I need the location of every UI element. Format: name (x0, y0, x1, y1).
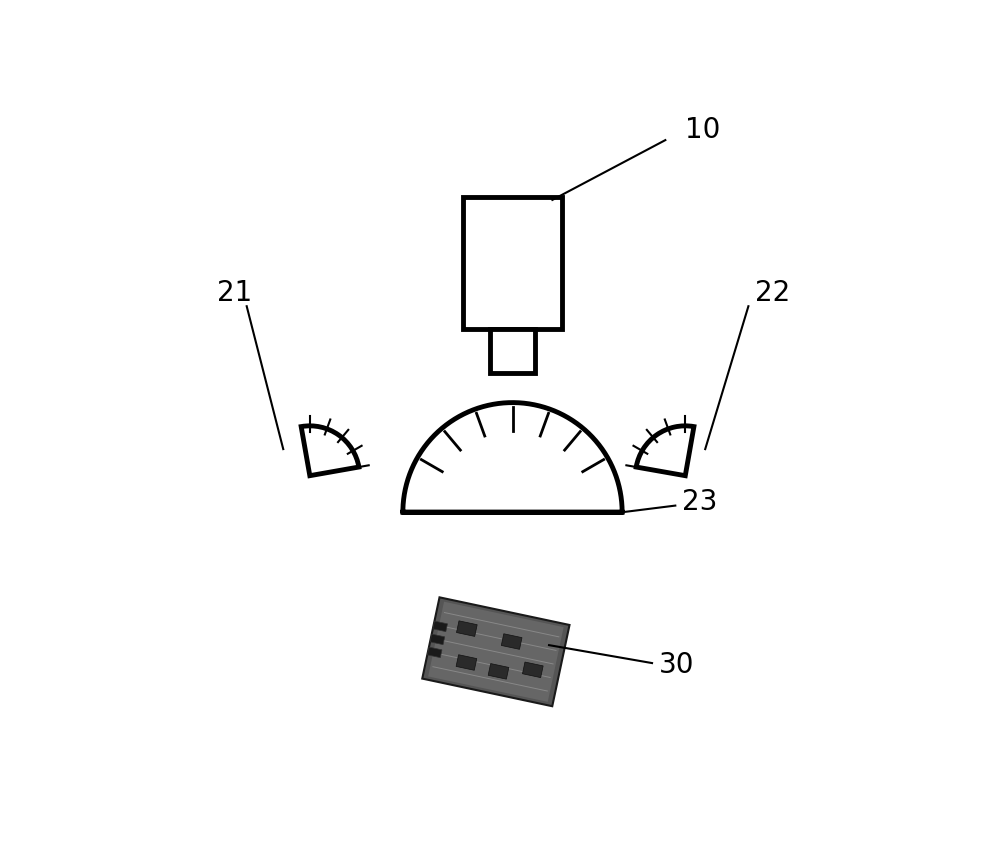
Text: 10: 10 (685, 117, 721, 144)
Polygon shape (456, 655, 477, 671)
Polygon shape (501, 633, 522, 649)
Polygon shape (403, 403, 622, 513)
Polygon shape (488, 664, 509, 679)
Polygon shape (522, 662, 543, 677)
Text: 23: 23 (682, 488, 717, 516)
Polygon shape (456, 620, 477, 636)
Text: 21: 21 (217, 279, 252, 307)
Wedge shape (636, 425, 694, 476)
Text: 22: 22 (755, 279, 790, 307)
Text: 30: 30 (659, 651, 694, 679)
Polygon shape (433, 621, 447, 632)
Polygon shape (430, 634, 445, 645)
Wedge shape (301, 425, 359, 476)
Bar (463, 197, 562, 330)
Polygon shape (428, 602, 564, 702)
Polygon shape (427, 647, 442, 658)
Polygon shape (422, 597, 570, 706)
Bar (490, 330, 535, 373)
